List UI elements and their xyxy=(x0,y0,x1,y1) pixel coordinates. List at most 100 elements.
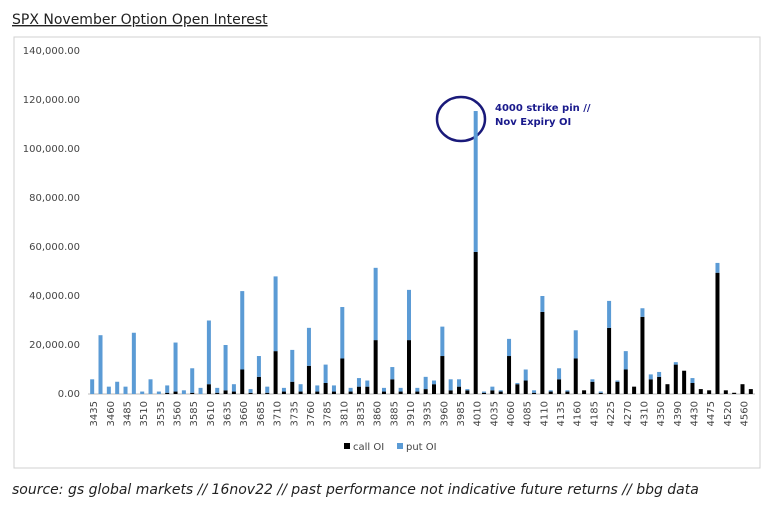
x-tick-label: 3510 xyxy=(139,401,150,426)
bar-segment xyxy=(281,387,286,392)
x-tick-label: 3985 xyxy=(456,401,467,426)
x-tick-label: 4225 xyxy=(606,401,617,426)
bar-segment xyxy=(457,379,462,387)
bar-segment xyxy=(148,379,153,394)
y-tick-label: 20,000.00 xyxy=(29,340,80,351)
legend-swatch xyxy=(344,443,350,449)
bar-segment xyxy=(557,379,562,394)
x-tick-label: 3935 xyxy=(423,401,434,426)
bar-segment xyxy=(657,376,662,394)
bar-segment xyxy=(206,320,211,385)
bar-segment xyxy=(423,389,428,394)
chart-frame xyxy=(13,36,761,469)
bar-segment xyxy=(323,364,328,383)
bar-segment xyxy=(381,391,386,394)
bar-segment xyxy=(256,376,261,394)
bar-segment xyxy=(206,384,211,394)
bar-segment xyxy=(473,251,478,394)
annotation: 4000 strike pin // xyxy=(495,103,591,114)
bar-segment xyxy=(540,311,545,394)
x-tick-label: 4390 xyxy=(673,401,684,426)
x-tick-label: 4060 xyxy=(506,401,517,426)
bar-segment xyxy=(557,368,562,380)
x-tick-label: 3585 xyxy=(189,401,200,426)
bar-segment xyxy=(432,384,437,394)
x-tick-label: 3460 xyxy=(106,401,117,426)
bar-segment xyxy=(715,262,720,273)
x-tick-label: 4475 xyxy=(706,401,717,426)
bar-segment xyxy=(365,386,370,394)
bar-segment xyxy=(356,386,361,394)
bar-segment xyxy=(648,379,653,394)
bar-segment xyxy=(306,327,311,366)
annotation: Nov Expiry OI xyxy=(495,117,571,128)
bar-segment xyxy=(548,391,553,394)
highlight-circle xyxy=(435,95,487,143)
bar-segment xyxy=(123,386,128,394)
bar-segment xyxy=(740,384,745,394)
x-tick-label: 4010 xyxy=(473,401,484,426)
bar-segment xyxy=(748,389,753,394)
bar-segment xyxy=(648,374,653,380)
bar-segment xyxy=(623,351,628,370)
x-tick-label: 3685 xyxy=(256,401,267,426)
x-tick-label: 3885 xyxy=(389,401,400,426)
x-tick-label: 3535 xyxy=(156,401,167,426)
bar-segment xyxy=(657,371,662,377)
bar-segment xyxy=(173,391,178,394)
x-tick-label: 3710 xyxy=(273,401,284,426)
bar-segment xyxy=(156,391,161,394)
bar-segment xyxy=(331,391,336,394)
chart-title: SPX November Option Open Interest xyxy=(12,12,268,28)
bar-segment xyxy=(231,391,236,394)
bar-segment xyxy=(315,391,320,394)
bar-segment xyxy=(223,390,228,394)
bar-segment xyxy=(140,391,145,394)
x-tick-label: 3560 xyxy=(173,401,184,426)
bar-segment xyxy=(732,392,737,394)
bar-segment xyxy=(515,384,520,394)
bar-segment xyxy=(348,387,353,392)
y-tick-label: 80,000.00 xyxy=(29,193,80,204)
bar-segment xyxy=(682,370,687,394)
bar-segment xyxy=(173,342,178,392)
x-tick-label: 3835 xyxy=(356,401,367,426)
bar-segment xyxy=(607,300,612,328)
bar-segment xyxy=(90,379,95,394)
bar-segment xyxy=(356,378,361,387)
bar-segment xyxy=(131,332,136,394)
bar-segment xyxy=(698,389,703,394)
x-tick-label: 4160 xyxy=(573,401,584,426)
bar-segment xyxy=(665,384,670,394)
bar-segment xyxy=(298,391,303,394)
x-tick-label: 4520 xyxy=(723,401,734,426)
bar-segment xyxy=(582,390,587,394)
x-tick-label: 4350 xyxy=(656,401,667,426)
bar-segment xyxy=(607,327,612,394)
bar-segment xyxy=(231,384,236,392)
bar-segment xyxy=(415,387,420,392)
bar-segment xyxy=(181,390,186,394)
bar-segment xyxy=(415,391,420,394)
bar-segment xyxy=(215,387,220,393)
x-tick-label: 4270 xyxy=(623,401,634,426)
bar-segment xyxy=(723,390,728,394)
bar-segment xyxy=(348,391,353,394)
bar-segment xyxy=(448,390,453,394)
bar-segment xyxy=(498,390,503,392)
bar-segment xyxy=(573,358,578,394)
bar-segment xyxy=(532,390,537,393)
bar-segment xyxy=(115,381,120,394)
x-tick-label: 4135 xyxy=(556,401,567,426)
x-tick-label: 4185 xyxy=(589,401,600,426)
bar-segment xyxy=(98,335,103,394)
bar-segment xyxy=(165,392,170,394)
bar-segment xyxy=(190,392,195,394)
bar-segment xyxy=(265,386,270,393)
bar-segment xyxy=(690,382,695,394)
bar-segment xyxy=(490,390,495,394)
bar-segment xyxy=(340,307,345,359)
x-tick-label: 4085 xyxy=(523,401,534,426)
bar-segment xyxy=(440,356,445,394)
bar-segment xyxy=(565,391,570,394)
